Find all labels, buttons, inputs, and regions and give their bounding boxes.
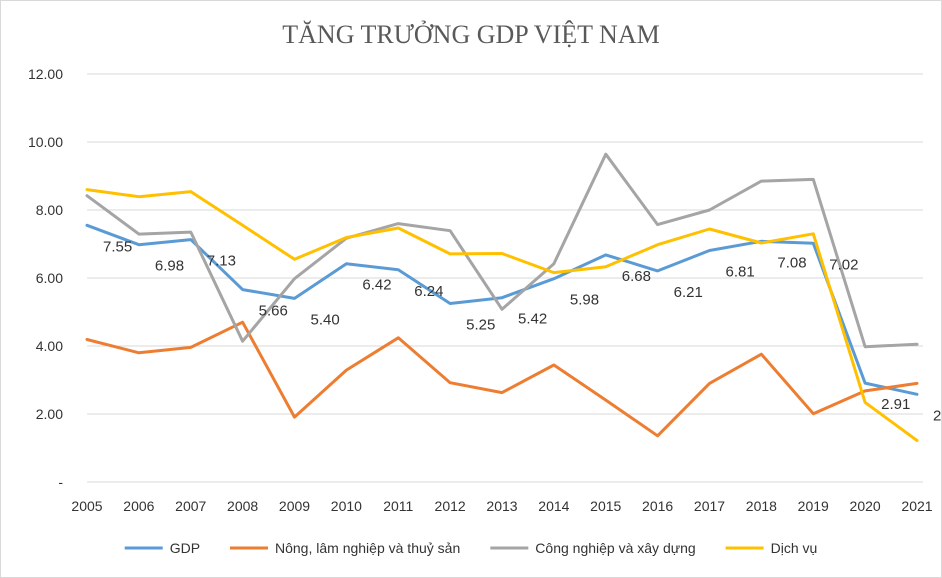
y-tick-label: 8.00: [36, 202, 63, 218]
x-tick-label: 2006: [123, 498, 154, 514]
gdp-data-label: 6.21: [674, 284, 703, 301]
legend-item-1: Nông, lâm nghiệp và thuỷ sản: [230, 540, 460, 556]
gdp-data-label: 7.13: [207, 253, 236, 270]
gdp-data-label: 6.81: [726, 263, 755, 280]
legend-item-2: Công nghiệp và xây dựng: [490, 540, 696, 556]
gdp-data-label: 5.66: [259, 303, 288, 320]
x-tick-label: 2014: [538, 498, 569, 514]
gdp-data-label: 7.08: [777, 254, 806, 271]
y-tick-label: 12.00: [28, 66, 63, 82]
x-tick-label: 2005: [71, 498, 102, 514]
gridlines: [87, 73, 923, 483]
x-tick-label: 2008: [227, 498, 258, 514]
y-tick-label: 6.00: [36, 270, 63, 286]
x-tick-label: 2017: [694, 498, 725, 514]
legend-item-0: GDP: [124, 540, 200, 556]
gdp-data-label: 6.42: [362, 277, 391, 294]
legend-label: Nông, lâm nghiệp và thuỷ sản: [275, 540, 460, 556]
y-tick-label: 2.00: [36, 406, 63, 422]
x-tick-label: 2021: [901, 498, 932, 514]
x-tick-label: 2016: [642, 498, 673, 514]
x-tick-label: 2013: [486, 498, 517, 514]
gdp-data-label: 2.91: [881, 396, 910, 413]
x-tick-label: 2019: [798, 498, 829, 514]
x-tick-label: 2010: [331, 498, 362, 514]
x-tick-label: 2015: [590, 498, 621, 514]
x-tick-label: 2007: [175, 498, 206, 514]
series-line-3: [85, 188, 919, 442]
legend-label: Dịch vụ: [771, 540, 818, 556]
gdp-data-label: 5.42: [518, 311, 547, 328]
gdp-data-label: 5.98: [570, 292, 599, 309]
x-axis: 2005 2006 2007 2008 2009 2010 2011 2012 2013 2014…: [71, 498, 932, 514]
y-tick-label: -: [58, 474, 63, 490]
y-tick-label: 10.00: [28, 134, 63, 150]
legend: GDP Nông, lâm nghiệp và thuỷ sản Công nghi…: [124, 540, 818, 556]
series-line-2: [85, 152, 919, 349]
series-lines: [85, 152, 919, 442]
gdp-data-label: 2.58: [933, 407, 941, 424]
x-tick-label: 2009: [279, 498, 310, 514]
gdp-data-label: 6.24: [414, 283, 443, 300]
y-axis: - 2.00 4.00 6.00 8.00 10.00 12.00: [28, 66, 63, 490]
gdp-data-label: 6.68: [622, 268, 651, 285]
y-tick-label: 4.00: [36, 338, 63, 354]
legend-label: GDP: [170, 540, 200, 556]
x-tick-label: 2012: [435, 498, 466, 514]
legend-label: Công nghiệp và xây dựng: [535, 540, 695, 556]
x-tick-label: 2018: [746, 498, 777, 514]
x-tick-label: 2011: [383, 498, 413, 514]
chart-title: TĂNG TRƯỞNG GDP VIỆT NAM: [282, 20, 659, 49]
x-tick-label: 2020: [850, 498, 881, 514]
gdp-data-label: 7.02: [829, 256, 858, 273]
gdp-data-label: 5.40: [311, 311, 340, 328]
gdp-data-label: 7.55: [103, 238, 132, 255]
gdp-data-label: 6.98: [155, 258, 184, 275]
legend-item-3: Dịch vụ: [725, 540, 818, 556]
series-line-1: [85, 320, 919, 438]
gdp-data-label: 5.25: [466, 317, 495, 334]
data-labels: 7.55 6.98 7.13 5.66 5.40 6.42 6.24 5.25 5.42 5.98…: [103, 238, 941, 424]
